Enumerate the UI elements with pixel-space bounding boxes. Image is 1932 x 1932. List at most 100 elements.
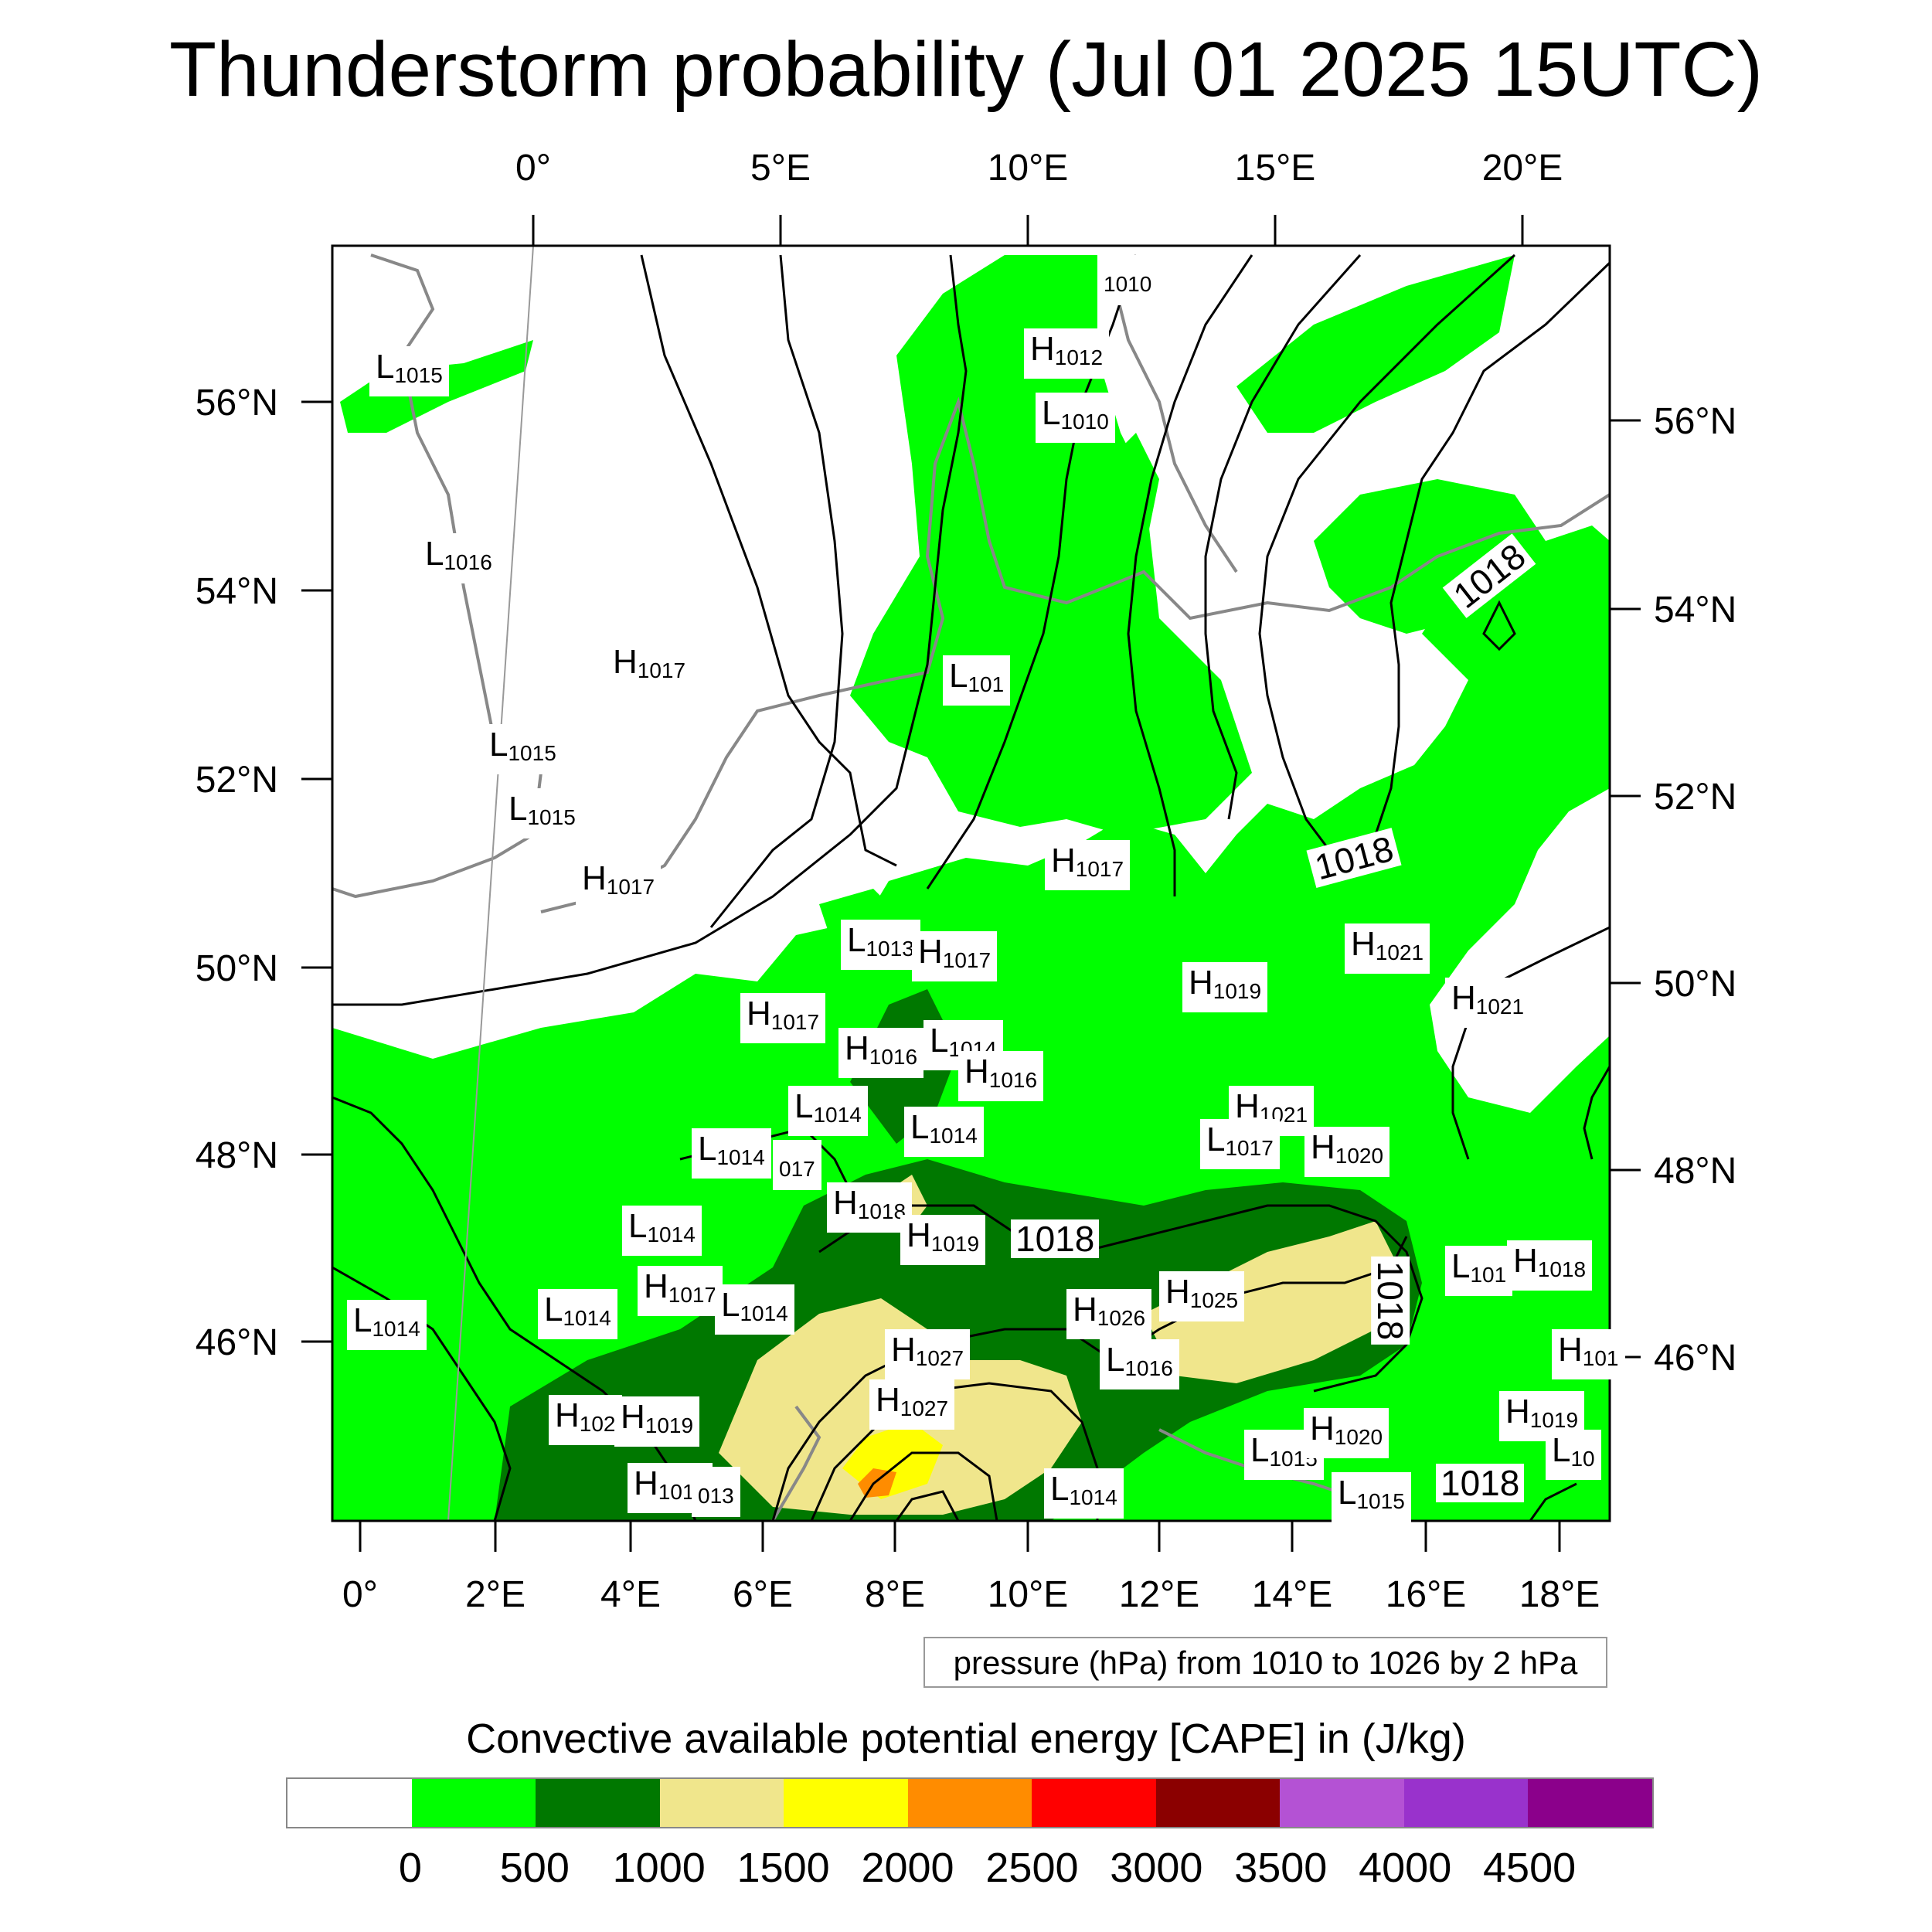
top-lon-label: 0° <box>515 148 551 189</box>
pressure-center-type: L <box>353 1301 372 1339</box>
pressure-center-label: L101 <box>943 655 1011 706</box>
pressure-center-label: H1016 <box>958 1051 1044 1101</box>
isobar-line <box>1583 1066 1610 1160</box>
pressure-center-label: L1013 <box>841 920 920 970</box>
pressure-center-label: L1014 <box>692 1128 771 1179</box>
graticule <box>447 246 534 1521</box>
pressure-center-type: L <box>1338 1474 1357 1512</box>
pressure-center-value: 1014 <box>716 1145 765 1169</box>
pressure-center-value: 1019 <box>930 1232 980 1256</box>
pressure-center-type: L <box>376 348 395 386</box>
bottom-lon-label: 16°E <box>1385 1574 1467 1615</box>
pressure-center-value: 1015 <box>394 363 443 387</box>
colorbar-segment <box>659 1779 784 1827</box>
pressure-center-type: H <box>1235 1087 1260 1125</box>
colorbar-segment <box>1528 1779 1653 1827</box>
pressure-center-type: H <box>833 1184 858 1222</box>
colorbar-segment <box>1280 1779 1404 1827</box>
pressure-center-label: L1016 <box>1100 1339 1179 1389</box>
colorbar-title: Convective available potential energy [C… <box>466 1716 1466 1762</box>
pressure-center-value: 1014 <box>813 1103 862 1127</box>
pressure-center-type: L <box>628 1207 648 1245</box>
pressure-center-type: H <box>1451 979 1476 1017</box>
pressure-center-label: L1014 <box>347 1300 427 1350</box>
pressure-center-label: L10 <box>1546 1430 1601 1480</box>
pressure-center-label: H1019 <box>900 1215 986 1265</box>
pressure-center-value: 1017 <box>668 1283 717 1307</box>
pressure-center-value: 1019 <box>645 1413 694 1437</box>
pressure-center-value: 1027 <box>900 1396 949 1420</box>
top-lon-label: 5°E <box>750 148 811 189</box>
pressure-center-label: H101 <box>1552 1329 1625 1379</box>
pressure-center-type: L <box>721 1286 740 1324</box>
pressure-center-value: 1016 <box>988 1068 1038 1092</box>
bottom-lon-label: 12°E <box>1118 1574 1200 1615</box>
pressure-center-value: 017 <box>779 1157 815 1181</box>
pressure-center-label: H1017 <box>740 993 826 1043</box>
colorbar-tick-label: 4000 <box>1359 1845 1452 1891</box>
pressure-center-label: H1027 <box>885 1329 971 1379</box>
pressure-center-label: H1020 <box>1304 1408 1389 1458</box>
right-lat-label: 52°N <box>1654 777 1737 818</box>
coastline-mediterranean <box>771 1405 821 1521</box>
pressure-center-value: 1017 <box>637 658 686 682</box>
colorbar-segment <box>1403 1779 1529 1827</box>
isobar-line <box>709 254 844 928</box>
pressure-center-value: 1019 <box>1213 979 1262 1003</box>
coastline-britain <box>332 253 543 899</box>
pressure-center-label: H102 <box>549 1395 622 1445</box>
pressure-center-label: H1017 <box>576 858 662 908</box>
pressure-center-type: L <box>930 1022 949 1060</box>
pressure-center-value: 1014 <box>647 1223 696 1247</box>
pressure-center-value: 1021 <box>1475 995 1525 1019</box>
colorbar-segment <box>411 1779 536 1827</box>
pressure-center-label: H1019 <box>614 1396 700 1447</box>
pressure-center-value: 1026 <box>1097 1306 1146 1330</box>
pressure-center-value: 1014 <box>372 1317 420 1341</box>
isobar-value-label: 1018 <box>1011 1219 1100 1258</box>
colorbar-segment <box>784 1779 908 1827</box>
pressure-center-type: H <box>1351 925 1376 963</box>
pressure-center-label: H1018 <box>1507 1240 1593 1291</box>
pressure-center-type: L <box>509 790 528 828</box>
chart-title: Thunderstorm probability (Jul 01 2025 15… <box>168 26 1764 113</box>
left-lat-label: 48°N <box>195 1135 278 1176</box>
top-lon-label: 20°E <box>1481 148 1563 189</box>
pressure-center-value: 1021 <box>1375 940 1424 964</box>
pressure-center-type: L <box>1206 1121 1226 1158</box>
cape-green-area <box>1097 433 1159 587</box>
pressure-center-label: H1026 <box>1066 1289 1152 1339</box>
pressure-center-label: H1021 <box>1345 923 1430 974</box>
pressure-center-label: L1015 <box>1332 1472 1411 1522</box>
colorbar-tick-label: 4500 <box>1483 1845 1577 1891</box>
right-lat-label: 56°N <box>1654 401 1737 442</box>
coastline-continent <box>540 396 1610 913</box>
pressure-center-value: 1017 <box>1225 1136 1274 1160</box>
map-frame <box>331 244 1611 1522</box>
colorbar-segment <box>1032 1779 1156 1827</box>
colorbar-tick-label: 1500 <box>736 1845 830 1891</box>
pressure-center-type: L <box>698 1130 717 1168</box>
pressure-center-type: L <box>1042 394 1061 432</box>
pressure-center-type: H <box>634 1464 658 1502</box>
right-lat-label: 46°N <box>1654 1338 1737 1379</box>
pressure-center-type: L <box>949 657 968 695</box>
pressure-center-label: H1017 <box>638 1266 723 1316</box>
bottom-lon-label: 8°E <box>865 1574 925 1615</box>
colorbar-tick-label: 3500 <box>1234 1845 1328 1891</box>
pressure-center-label: L1016 <box>419 533 498 583</box>
isobar-line <box>332 1266 512 1521</box>
top-lon-label: 15°E <box>1234 148 1316 189</box>
pressure-center-label: H1027 <box>869 1379 955 1430</box>
cape-green-area <box>1236 255 1515 433</box>
isobar-line <box>1204 254 1362 820</box>
pressure-center-label: L1017 <box>1200 1119 1280 1169</box>
pressure-center-label: L1014 <box>538 1289 617 1339</box>
pressure-center-type: H <box>747 995 771 1032</box>
pressure-center-type: L <box>847 921 866 959</box>
isobar-line <box>1374 261 1610 835</box>
pressure-legend-note: pressure (hPa) from 1010 to 1026 by 2 hP… <box>923 1637 1607 1688</box>
pressure-center-type: H <box>1311 1128 1335 1166</box>
pressure-center-type: H <box>906 1216 931 1254</box>
pressure-center-type: L <box>794 1087 814 1125</box>
